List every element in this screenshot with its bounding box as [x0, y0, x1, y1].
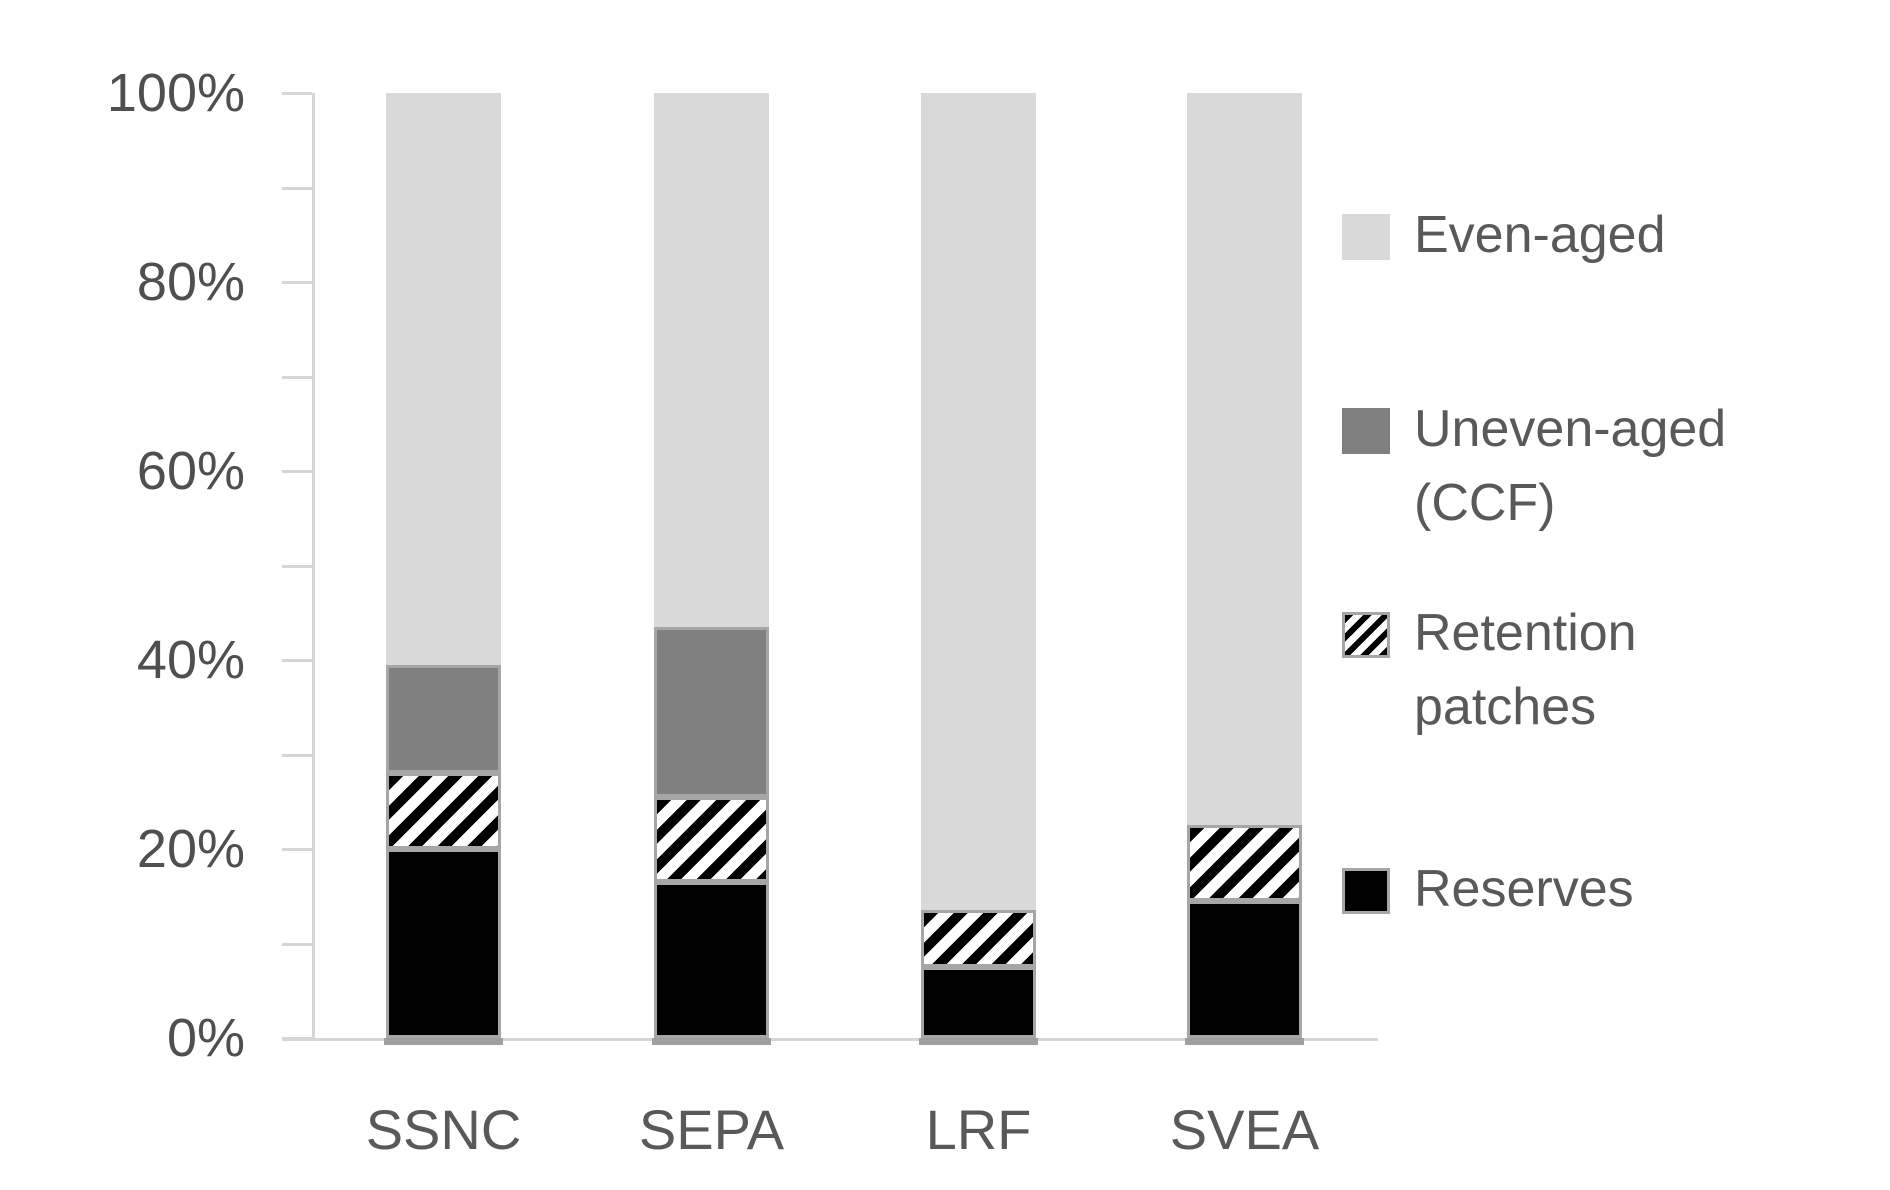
bar-segment-uneven-aged-ccf-sepa: [654, 626, 769, 798]
legend-item-uneven-aged-ccf: Uneven-aged (CCF): [1342, 392, 1726, 540]
bar-lrf: [921, 93, 1036, 1038]
y-axis-tick-label: 60%: [136, 441, 245, 501]
bar-segment-retention-patches-svea: [1187, 825, 1302, 901]
bar-segment-retention-patches-ssnc: [386, 773, 501, 849]
y-axis-tick-label: 80%: [136, 252, 245, 312]
bar-segment-even-aged-sepa: [654, 93, 769, 627]
y-axis-tick: [282, 753, 312, 757]
y-axis-tick: [282, 281, 312, 284]
y-axis-line: [312, 93, 315, 1038]
legend-label-even-aged: Even-aged: [1414, 198, 1666, 272]
bar-segment-reserves-sepa: [654, 882, 769, 1038]
bar-segment-reserves-svea: [1187, 900, 1302, 1038]
y-axis-tick-label: 0%: [166, 1008, 245, 1068]
legend-label-line: Reserves: [1414, 860, 1634, 918]
x-axis-line: [282, 1038, 1378, 1041]
y-axis-tick: [282, 375, 312, 379]
bar-segment-even-aged-ssnc: [386, 93, 501, 665]
legend-label-line: Retention: [1414, 604, 1637, 662]
legend-label-line: Uneven-aged: [1414, 400, 1727, 458]
bar-svea: [1187, 93, 1302, 1038]
y-axis-tick: [282, 92, 312, 95]
legend-swatch-retention-patches: [1342, 612, 1390, 658]
y-axis-tick: [282, 186, 312, 190]
legend-label-line: patches: [1414, 678, 1597, 736]
bar-segment-even-aged-svea: [1187, 93, 1302, 826]
legend-swatch-even-aged: [1342, 214, 1390, 260]
y-axis-tick-label: 40%: [136, 630, 245, 690]
y-axis-tick: [282, 564, 312, 568]
bar-sepa: [654, 93, 769, 1038]
bar-shadow-svea: [1185, 1038, 1304, 1045]
bar-shadow-ssnc: [384, 1038, 503, 1045]
legend-item-reserves: Reserves: [1342, 852, 1634, 926]
y-axis-tick: [282, 659, 312, 662]
legend-label-reserves: Reserves: [1414, 852, 1634, 926]
y-axis-tick: [282, 848, 312, 851]
bar-segment-uneven-aged-ccf-ssnc: [386, 664, 501, 774]
x-axis-category-label-sepa: SEPA: [638, 1098, 785, 1161]
legend-item-even-aged: Even-aged: [1342, 198, 1666, 272]
bar-segment-retention-patches-lrf: [921, 910, 1036, 968]
bar-ssnc: [386, 93, 501, 1038]
x-axis-category-label-lrf: LRF: [925, 1098, 1032, 1161]
y-axis-tick-label: 20%: [136, 819, 245, 879]
bar-shadow-lrf: [919, 1038, 1038, 1045]
legend-label-uneven-aged-ccf: Uneven-aged (CCF): [1414, 392, 1726, 540]
bar-segment-retention-patches-sepa: [654, 797, 769, 883]
legend-swatch-reserves: [1342, 868, 1390, 914]
legend-label-retention-patches: Retention patches: [1414, 596, 1637, 744]
legend-label-line: Even-aged: [1414, 206, 1666, 264]
legend-label-line: (CCF): [1414, 474, 1556, 532]
bar-segment-even-aged-lrf: [921, 93, 1036, 911]
legend-item-retention-patches: Retention patches: [1342, 596, 1637, 744]
bar-segment-reserves-ssnc: [386, 849, 501, 1038]
bar-segment-reserves-lrf: [921, 967, 1036, 1038]
y-axis-tick: [282, 470, 312, 473]
x-axis-category-label-ssnc: SSNC: [365, 1098, 522, 1161]
y-axis-tick-label: 100%: [106, 63, 245, 123]
bar-shadow-sepa: [652, 1038, 771, 1045]
legend-swatch-uneven-aged-ccf: [1342, 408, 1390, 454]
y-axis-tick: [282, 942, 312, 946]
y-axis-tick: [282, 1037, 312, 1040]
x-axis-category-label-svea: SVEA: [1169, 1098, 1320, 1161]
